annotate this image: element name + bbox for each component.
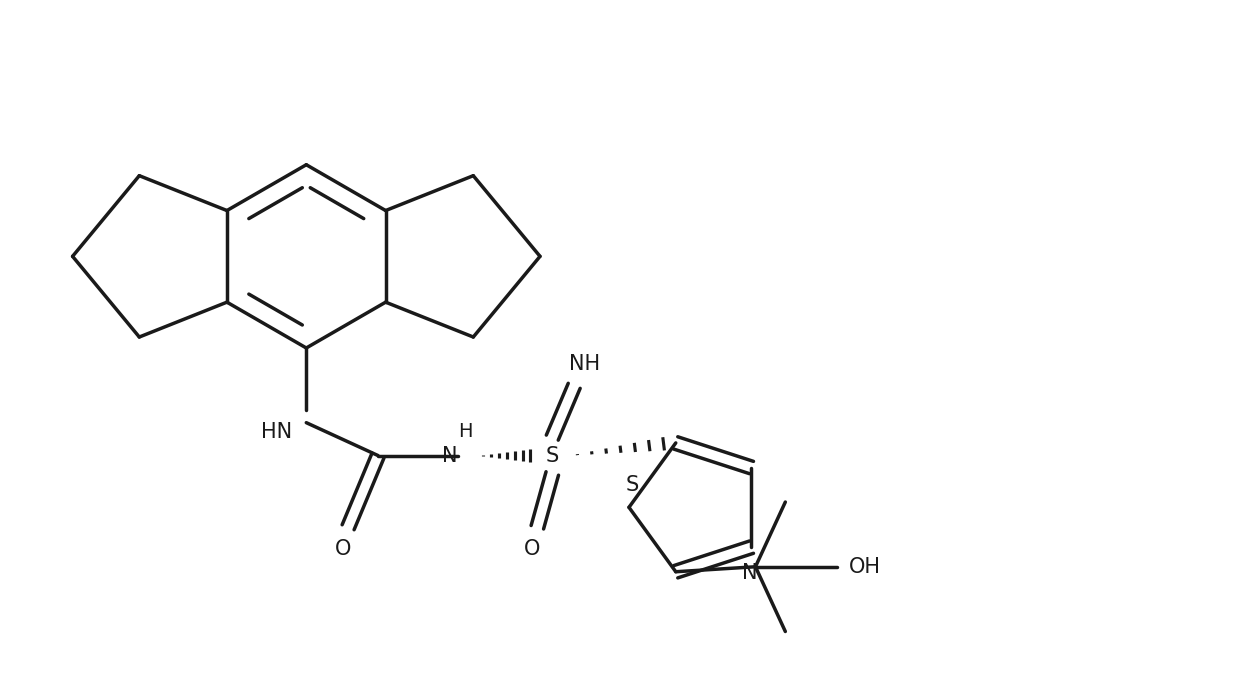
Text: HN: HN [260,422,292,442]
Text: H: H [459,422,473,441]
Text: S: S [625,475,639,495]
Text: OH: OH [849,557,881,577]
Text: O: O [335,539,351,559]
Text: N: N [741,563,758,583]
Text: N: N [442,445,457,466]
Text: S: S [546,445,559,466]
Text: O: O [525,539,541,559]
Text: NH: NH [568,354,599,374]
